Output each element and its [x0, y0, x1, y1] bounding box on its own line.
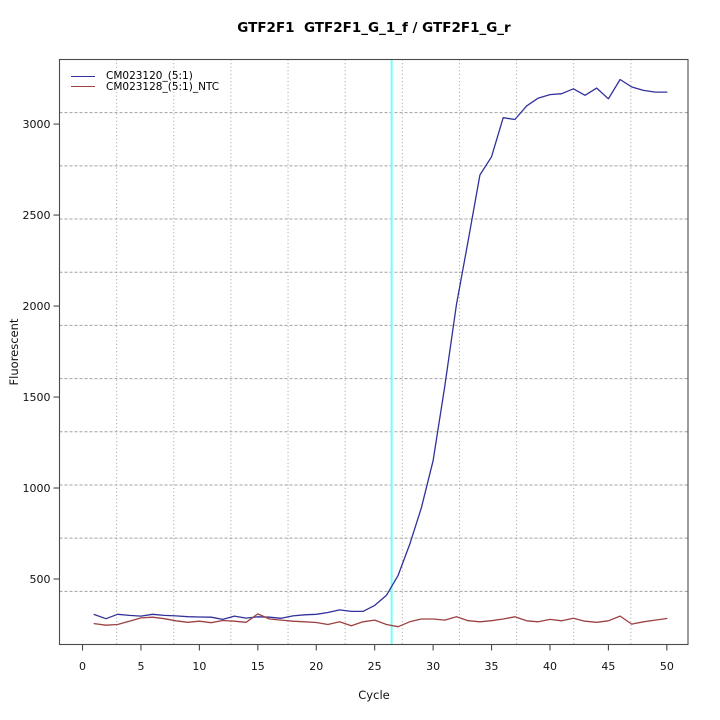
x-tick-label: 20 — [309, 660, 323, 673]
y-tick-label: 2000 — [23, 300, 51, 313]
y-tick-label: 2500 — [23, 209, 51, 222]
y-tick-label: 500 — [30, 573, 51, 586]
y-axis-title: Fluorescent — [7, 318, 21, 386]
x-tick-label: 50 — [660, 660, 674, 673]
x-tick-label: 15 — [251, 660, 265, 673]
y-tick-label: 1000 — [23, 482, 51, 495]
legend-line-swatch-ntc — [71, 86, 95, 88]
y-tick-label: 1500 — [23, 391, 51, 404]
x-tick-label: 35 — [485, 660, 499, 673]
legend-line-swatch-sample — [71, 75, 95, 77]
y-tick-label: 3000 — [23, 118, 51, 131]
x-tick-label: 0 — [79, 660, 86, 673]
x-tick-label: 40 — [543, 660, 557, 673]
x-axis-title: Cycle — [358, 688, 390, 702]
legend-label-ntc: CM023128_(5:1)_NTC — [106, 80, 220, 93]
x-tick-label: 30 — [426, 660, 440, 673]
x-tick-label: 10 — [192, 660, 206, 673]
plot-border — [58, 58, 689, 646]
legend: CM023120_(5:1) CM023128_(5:1)_NTC — [71, 71, 219, 92]
chart-title: GTF2F1 GTF2F1_G_1_f / GTF2F1_G_r — [237, 20, 511, 36]
x-tick-label: 5 — [137, 660, 144, 673]
x-tick-label: 45 — [601, 660, 615, 673]
series-line-0 — [93, 78, 668, 621]
legend-label-sample: CM023120_(5:1) — [106, 70, 193, 82]
legend-item: CM023128_(5:1)_NTC — [71, 80, 220, 93]
legend-item: CM023120_(5:1) — [71, 71, 219, 82]
series-line-1 — [93, 613, 668, 628]
x-tick-label: 25 — [368, 660, 382, 673]
